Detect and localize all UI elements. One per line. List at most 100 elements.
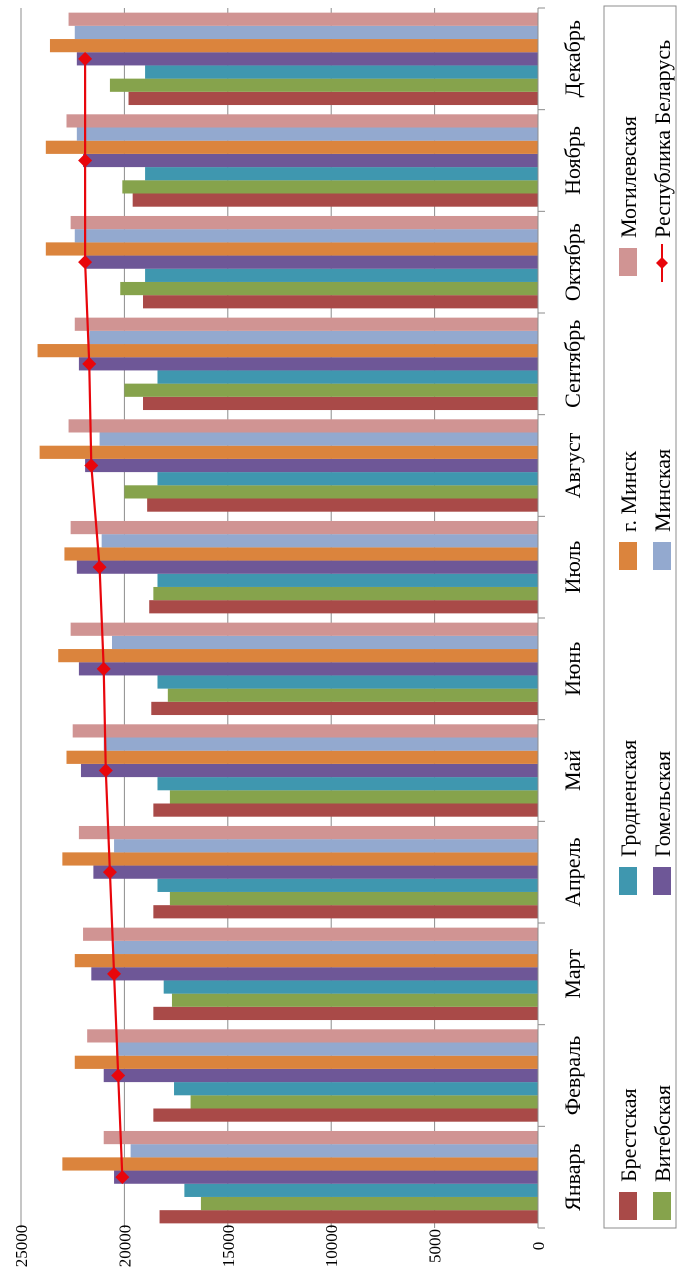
bar: [62, 1157, 539, 1171]
line-marker: [78, 51, 93, 66]
bar: [147, 498, 538, 512]
legend-swatch: [619, 248, 637, 276]
bar: [62, 852, 539, 866]
bar: [145, 65, 538, 79]
y-tick-label: 15000: [219, 1225, 238, 1268]
bar: [157, 472, 538, 486]
legend-swatch: [653, 542, 671, 570]
bar: [114, 940, 538, 955]
bar: [45, 242, 538, 256]
bar: [145, 268, 538, 282]
legend-swatch: [653, 867, 671, 895]
bar: [114, 839, 538, 853]
bar: [114, 1170, 538, 1184]
bar: [153, 803, 539, 817]
bar: [37, 344, 538, 358]
bar: [78, 357, 539, 371]
legend-swatch: [619, 1192, 637, 1220]
y-tick-label: 10000: [322, 1225, 341, 1268]
line-marker: [84, 458, 99, 473]
bar: [124, 383, 539, 397]
x-tick-label: Июнь: [560, 642, 585, 696]
y-tick-label: 25000: [12, 1225, 31, 1268]
bar: [163, 980, 538, 994]
bar: [103, 1068, 538, 1083]
line-marker: [96, 661, 111, 676]
bar: [128, 91, 538, 106]
x-tick-label: Декабрь: [560, 20, 585, 97]
bar: [143, 396, 538, 411]
x-tick-label: Ноябрь: [560, 126, 585, 195]
legend-label: Брестская: [616, 1088, 641, 1182]
bar: [120, 281, 538, 296]
bar: [157, 777, 538, 791]
bar: [151, 701, 538, 716]
bar-series: [37, 12, 539, 1224]
bar: [74, 954, 538, 968]
bar: [74, 1055, 538, 1069]
bar: [91, 967, 538, 981]
x-tick-label: Август: [560, 432, 585, 498]
bar: [83, 153, 538, 168]
legend-label: Витебская: [650, 1085, 675, 1182]
bar: [85, 255, 538, 269]
line-marker: [92, 560, 107, 575]
legend-label: Гродненская: [616, 740, 641, 857]
bar: [80, 763, 539, 778]
x-tick-label: Март: [560, 949, 585, 999]
line-marker: [107, 966, 122, 981]
bar: [66, 750, 538, 764]
bar: [74, 229, 538, 243]
bar: [76, 127, 538, 141]
x-tick-label: Январь: [560, 1143, 585, 1210]
bar: [169, 891, 538, 906]
bar: [64, 547, 538, 561]
bar: [68, 419, 539, 433]
bar: [70, 215, 538, 230]
bar: [157, 573, 538, 587]
x-tick-label: Октябрь: [560, 223, 585, 301]
bar: [153, 1108, 539, 1122]
bar: [76, 560, 538, 574]
bar: [101, 534, 538, 548]
y-tick-label: 0: [529, 1242, 548, 1251]
gridlines: [20, 8, 436, 1228]
bar: [83, 927, 538, 941]
legend-label: Республика Беларусь: [650, 40, 675, 238]
legend-swatch: [619, 867, 637, 895]
bar: [74, 25, 538, 40]
bar: [85, 458, 538, 473]
legend-swatch: [619, 542, 637, 570]
bar: [93, 865, 538, 879]
bar: [130, 1144, 538, 1158]
bar: [132, 193, 538, 207]
line-marker: [78, 153, 93, 168]
line-marker: [102, 865, 117, 880]
bar: [153, 905, 539, 919]
bar: [49, 39, 539, 53]
line-series: [78, 51, 130, 1185]
legend-swatch: [653, 1192, 671, 1220]
bar: [159, 1210, 538, 1224]
line-path: [84, 58, 124, 1178]
bar: [58, 649, 538, 663]
bar: [70, 622, 538, 636]
x-tick-label: Сентябрь: [560, 320, 585, 408]
bar: [39, 445, 538, 459]
bar: [87, 1029, 539, 1043]
legend-label: г. Минск: [616, 451, 641, 532]
bar: [153, 1006, 539, 1021]
bar: [89, 330, 538, 345]
bar: [124, 485, 539, 499]
line-marker: [111, 1068, 126, 1083]
y-tick-label: 5000: [426, 1229, 445, 1263]
bar: [116, 1042, 539, 1056]
bar: [70, 520, 538, 535]
bar: [72, 724, 538, 738]
bar: [149, 600, 538, 614]
y-tick-label: 20000: [115, 1225, 134, 1268]
bar: [174, 1082, 539, 1096]
bar: [184, 1183, 538, 1197]
bar: [103, 1130, 538, 1145]
